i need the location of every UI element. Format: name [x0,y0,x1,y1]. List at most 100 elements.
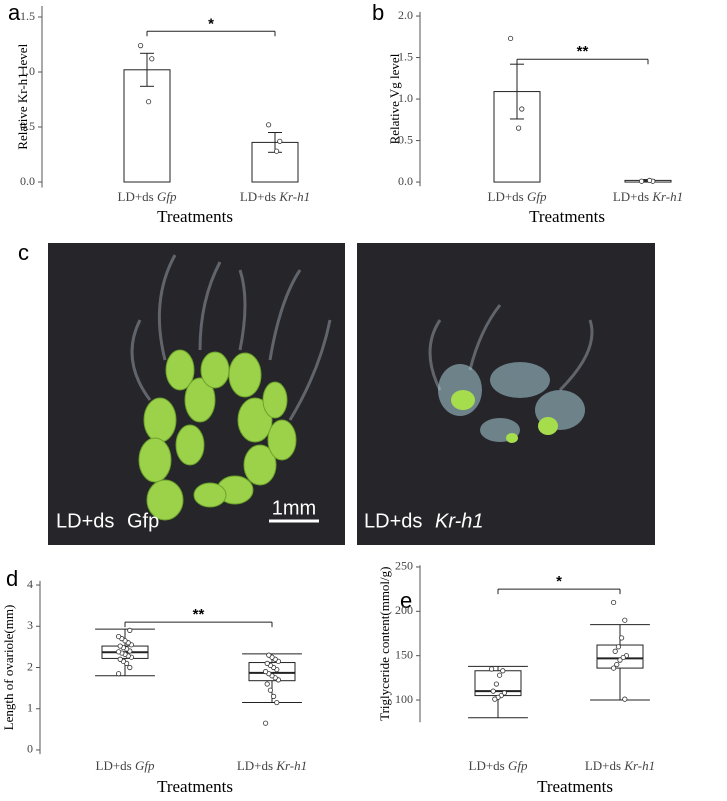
x-tick-label: LD+ds Kr-h1 [240,189,310,204]
data-point [149,56,155,62]
scale-bar-label: 1mm [272,497,316,519]
ovariole-outlines [130,254,594,421]
x-tick-label-prefix: LD+ds [488,189,527,204]
data-point [620,654,626,661]
data-point [270,693,277,699]
data-point [116,649,122,655]
data-point [492,696,498,702]
data-point [500,668,506,674]
y-tick-label: 200 [395,603,413,617]
data-point [610,665,617,671]
data-point [265,122,272,128]
data-point [117,656,123,662]
data-point [116,671,122,677]
panel-label: c [18,240,29,265]
image-label-gene: Gfp [127,510,159,532]
data-point [519,106,525,112]
x-tick-label-gene: Kr-h1 [275,758,307,773]
image-label-gene: Kr-h1 [435,510,484,532]
data-point [274,699,280,706]
y-tick-label: 150 [395,647,413,661]
y-tick-label: 0.5 [20,119,35,133]
y-tick-label: 1.0 [398,91,413,105]
y-tick-label: 1.5 [398,49,413,63]
data-point [138,42,144,49]
panel-label: b [372,0,384,25]
data-point [615,644,622,650]
significance-label: ** [193,606,205,623]
data-point [116,633,122,640]
data-point [507,35,514,42]
significance-label: * [556,573,562,590]
x-tick-label-prefix: LD+ds [118,189,157,204]
ovary-krh1 [438,362,585,442]
data-point [264,660,270,666]
panel-label: e [400,588,412,613]
box [248,662,296,682]
data-point [264,681,270,687]
x-tick-label: LD+ds Kr-h1 [613,189,683,204]
panel-label: a [8,0,21,25]
y-tick-label: 0.5 [398,132,413,146]
data-point [127,627,133,633]
x-tick-label-gene: Gfp [157,189,177,204]
data-point [267,687,273,693]
data-point [610,599,617,606]
x-tick-label-prefix: LD+ds [237,758,276,773]
y-tick-label: 1.0 [20,64,35,78]
data-point [496,672,503,678]
x-tick-label-prefix: LD+ds [240,189,279,204]
panel-label: d [6,566,18,591]
x-axis-label: Treatments [157,777,233,796]
significance-label: * [208,15,214,32]
x-tick-label: LD+ds Gfp [118,189,177,204]
data-point [614,661,620,668]
x-tick-label-gene: Gfp [508,758,528,773]
x-tick-label-prefix: LD+ds [469,758,508,773]
y-axis-label: Triglyceride content(mmol/g) [377,566,392,720]
y-tick-label: 4 [27,577,33,591]
y-tick-label: 2.0 [398,8,413,22]
data-point [515,125,522,131]
x-axis-label: Treatments [529,207,605,226]
data-point [117,643,123,649]
data-point [127,664,133,671]
image-label: LD+ds [364,510,422,532]
data-point [622,696,628,702]
y-tick-label: 1.5 [20,9,35,23]
data-point [493,681,499,687]
x-tick-label-gene: Kr-h1 [623,758,655,773]
y-axis-label: Relative Vg level [387,53,402,144]
x-tick-label-gene: Gfp [135,758,155,773]
data-point [638,178,645,184]
data-point [146,99,152,105]
data-point [266,652,272,658]
data-point [490,688,496,694]
x-tick-label-gene: Kr-h1 [651,189,683,204]
data-point [262,720,269,726]
y-tick-label: 0.0 [20,174,35,188]
x-tick-label: LD+ds Gfp [96,758,155,773]
y-tick-label: 1 [27,700,33,714]
y-tick-label: 3 [27,618,33,632]
x-tick-label-gene: Gfp [527,189,547,204]
image-label: LD+ds [56,510,114,532]
x-axis-label: Treatments [157,207,233,226]
data-point [646,177,653,183]
x-tick-label-prefix: LD+ds [585,758,624,773]
data-point [622,617,628,623]
x-tick-label: LD+ds Kr-h1 [585,758,655,773]
x-tick-label-prefix: LD+ds [96,758,135,773]
x-tick-label-gene: Kr-h1 [278,189,310,204]
data-point [277,138,283,144]
oocytes-gfp [138,349,297,521]
data-point [618,635,625,641]
y-tick-label: 0.0 [398,174,413,188]
data-point [262,669,269,675]
x-tick-label: LD+ds Kr-h1 [237,758,307,773]
y-tick-label: 2 [27,659,33,673]
data-point [501,690,507,696]
y-tick-label: 0 [27,742,33,756]
data-point [617,657,623,663]
